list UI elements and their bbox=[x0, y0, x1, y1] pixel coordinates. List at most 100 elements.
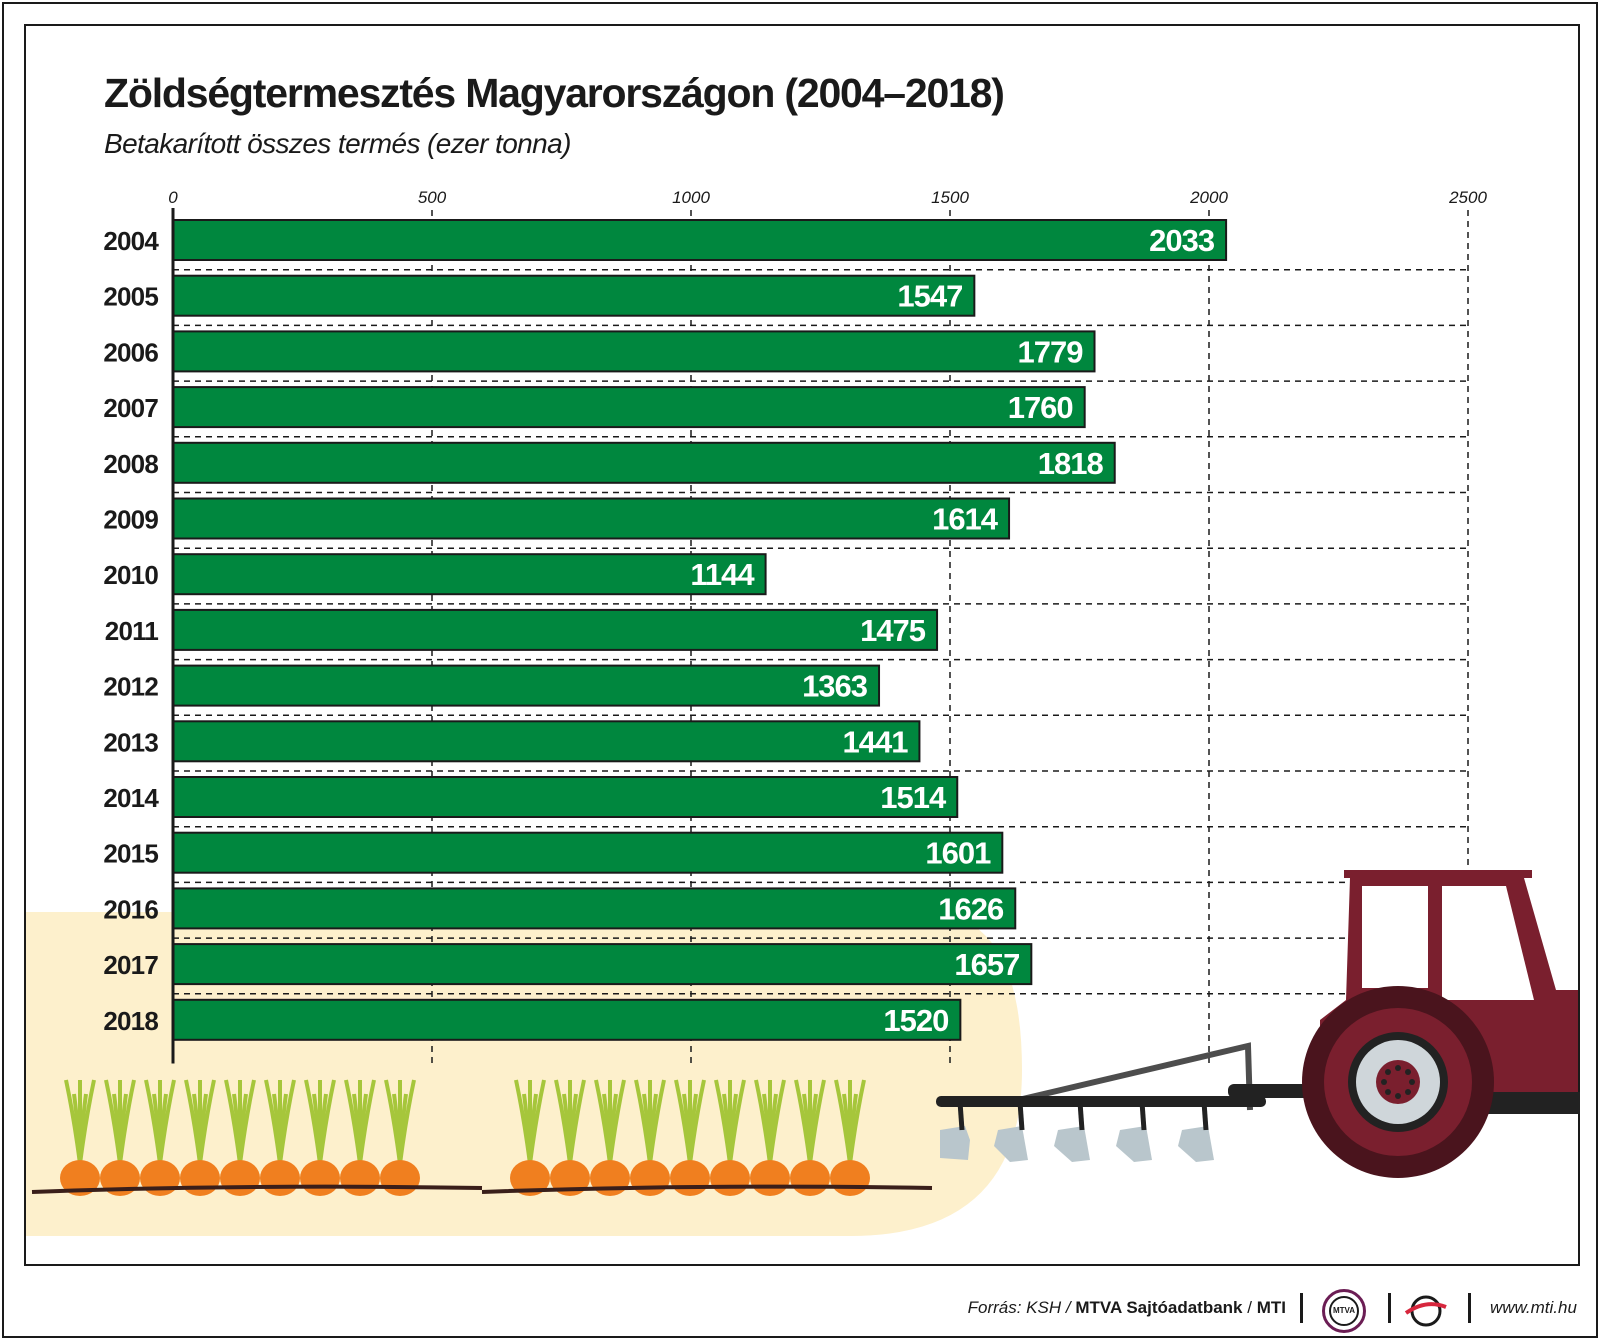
bar-value-label: 1760 bbox=[1008, 390, 1073, 425]
carrot-leaf bbox=[118, 1079, 136, 1165]
category-labels: 2004 2005 2006 2007 2008 2009 2010 2011 2012 2013… bbox=[103, 226, 160, 1036]
category-label: 2008 bbox=[103, 449, 158, 479]
bar bbox=[172, 664, 881, 707]
bar bbox=[172, 330, 1096, 373]
carrot-leaf bbox=[688, 1079, 706, 1165]
bar-value-label: 1514 bbox=[880, 780, 947, 815]
carrot-root bbox=[220, 1160, 260, 1196]
bar-value-label: 1818 bbox=[1038, 446, 1104, 481]
bar-value-label: 1363 bbox=[802, 669, 868, 704]
chart-title: Zöldségtermesztés Magyarországon (2004–2… bbox=[104, 70, 1005, 116]
carrot-root bbox=[300, 1160, 340, 1196]
carrot-leaf bbox=[848, 1079, 866, 1165]
x-tick-label: 2000 bbox=[1189, 188, 1228, 207]
bar-value-label: 1441 bbox=[842, 724, 908, 759]
footer-divider bbox=[1300, 1293, 1303, 1323]
bar-value-label: 1144 bbox=[690, 557, 755, 592]
bar bbox=[172, 497, 1011, 540]
bar-value-label: 1475 bbox=[860, 613, 926, 648]
carrot-root bbox=[670, 1160, 710, 1196]
bars: 2033 1547 1779 1760 1818 1614 1144 1475 1363 1441… bbox=[172, 219, 1228, 1041]
chart-subtitle: Betakarított összes termés (ezer tonna) bbox=[104, 128, 571, 159]
carrot-leaf bbox=[568, 1079, 586, 1165]
carrot-root bbox=[180, 1160, 220, 1196]
bar bbox=[172, 998, 962, 1041]
carrot-leaf bbox=[278, 1079, 296, 1165]
inner-frame bbox=[24, 24, 1580, 1266]
x-tick-label: 500 bbox=[418, 188, 447, 207]
carrot-leaf bbox=[768, 1079, 786, 1165]
bar-value-label: 1657 bbox=[954, 947, 1019, 982]
carrot-root bbox=[380, 1160, 420, 1196]
source-separator: / bbox=[1247, 1298, 1252, 1317]
mtva-logo-text: MTVA bbox=[1329, 1296, 1359, 1326]
category-label: 2017 bbox=[103, 950, 158, 980]
category-label: 2016 bbox=[103, 894, 158, 924]
carrot-leaf bbox=[358, 1079, 376, 1165]
category-label: 2007 bbox=[103, 393, 158, 423]
x-tick-label: 1500 bbox=[931, 188, 969, 207]
carrot-leaf bbox=[528, 1079, 546, 1165]
category-label: 2010 bbox=[103, 560, 158, 590]
source-org: MTI bbox=[1256, 1298, 1286, 1317]
mtva-logo: MTVA bbox=[1322, 1289, 1366, 1333]
source-bold: MTVA Sajtóadatbank bbox=[1075, 1298, 1243, 1317]
bar-value-label: 1779 bbox=[1018, 334, 1084, 369]
category-label: 2013 bbox=[103, 727, 158, 757]
category-label: 2009 bbox=[103, 505, 158, 535]
carrot-leaf bbox=[158, 1079, 176, 1165]
bar bbox=[172, 219, 1228, 261]
bar bbox=[172, 776, 959, 818]
bar-value-label: 2033 bbox=[1149, 223, 1215, 258]
carrot-leaf bbox=[318, 1079, 336, 1165]
footer-divider bbox=[1468, 1293, 1471, 1323]
grid-lines bbox=[173, 210, 1469, 1064]
soil-line bbox=[31, 1184, 483, 1194]
category-label: 2018 bbox=[103, 1006, 158, 1036]
bar bbox=[172, 608, 939, 651]
carrot-leaf bbox=[398, 1079, 416, 1165]
carrot-root bbox=[750, 1160, 790, 1196]
bar-value-label: 1520 bbox=[883, 1003, 948, 1038]
bar bbox=[172, 720, 921, 763]
carrot-leaf bbox=[608, 1079, 626, 1165]
tractor-illustration bbox=[1302, 870, 1580, 1178]
source-prefix: Forrás: KSH / bbox=[967, 1298, 1071, 1317]
bar bbox=[172, 887, 1017, 930]
carrot-root bbox=[260, 1160, 300, 1196]
carrot bbox=[60, 1079, 100, 1196]
x-tick-label: 0 bbox=[168, 188, 178, 207]
x-tick-label: 1000 bbox=[672, 188, 710, 207]
bar-value-label: 1626 bbox=[938, 891, 1004, 926]
carrot bbox=[510, 1079, 550, 1196]
bar-value-label: 1614 bbox=[932, 502, 999, 537]
carrot-root bbox=[60, 1160, 100, 1196]
category-label: 2012 bbox=[103, 672, 158, 702]
carrot-leaf bbox=[648, 1079, 666, 1165]
bar bbox=[172, 274, 976, 317]
soil-line bbox=[481, 1184, 933, 1194]
carrot-root bbox=[510, 1160, 550, 1196]
bar-value-label: 1547 bbox=[897, 279, 962, 314]
bar bbox=[172, 386, 1086, 429]
website-link[interactable]: www.mti.hu bbox=[1490, 1298, 1577, 1317]
source-credit: Forrás: KSH / MTVA Sajtóadatbank / MTI bbox=[968, 1298, 1286, 1318]
category-label: 2005 bbox=[103, 282, 158, 312]
carrot-leaf bbox=[198, 1079, 216, 1165]
category-label: 2004 bbox=[103, 226, 159, 256]
carrot-root bbox=[830, 1160, 870, 1196]
bar bbox=[172, 441, 1116, 484]
bar-value-label: 1601 bbox=[925, 836, 991, 871]
footer-divider bbox=[1388, 1293, 1391, 1323]
carrot-root bbox=[140, 1160, 180, 1196]
bar bbox=[172, 943, 1033, 986]
plough-illustration bbox=[936, 1042, 1310, 1162]
category-label: 2006 bbox=[103, 337, 158, 367]
carrot-root bbox=[340, 1160, 380, 1196]
carrot-leaf bbox=[728, 1079, 746, 1165]
x-tick-label: 2500 bbox=[1448, 188, 1487, 207]
carrot-leaf bbox=[808, 1079, 826, 1165]
bar bbox=[172, 553, 767, 596]
